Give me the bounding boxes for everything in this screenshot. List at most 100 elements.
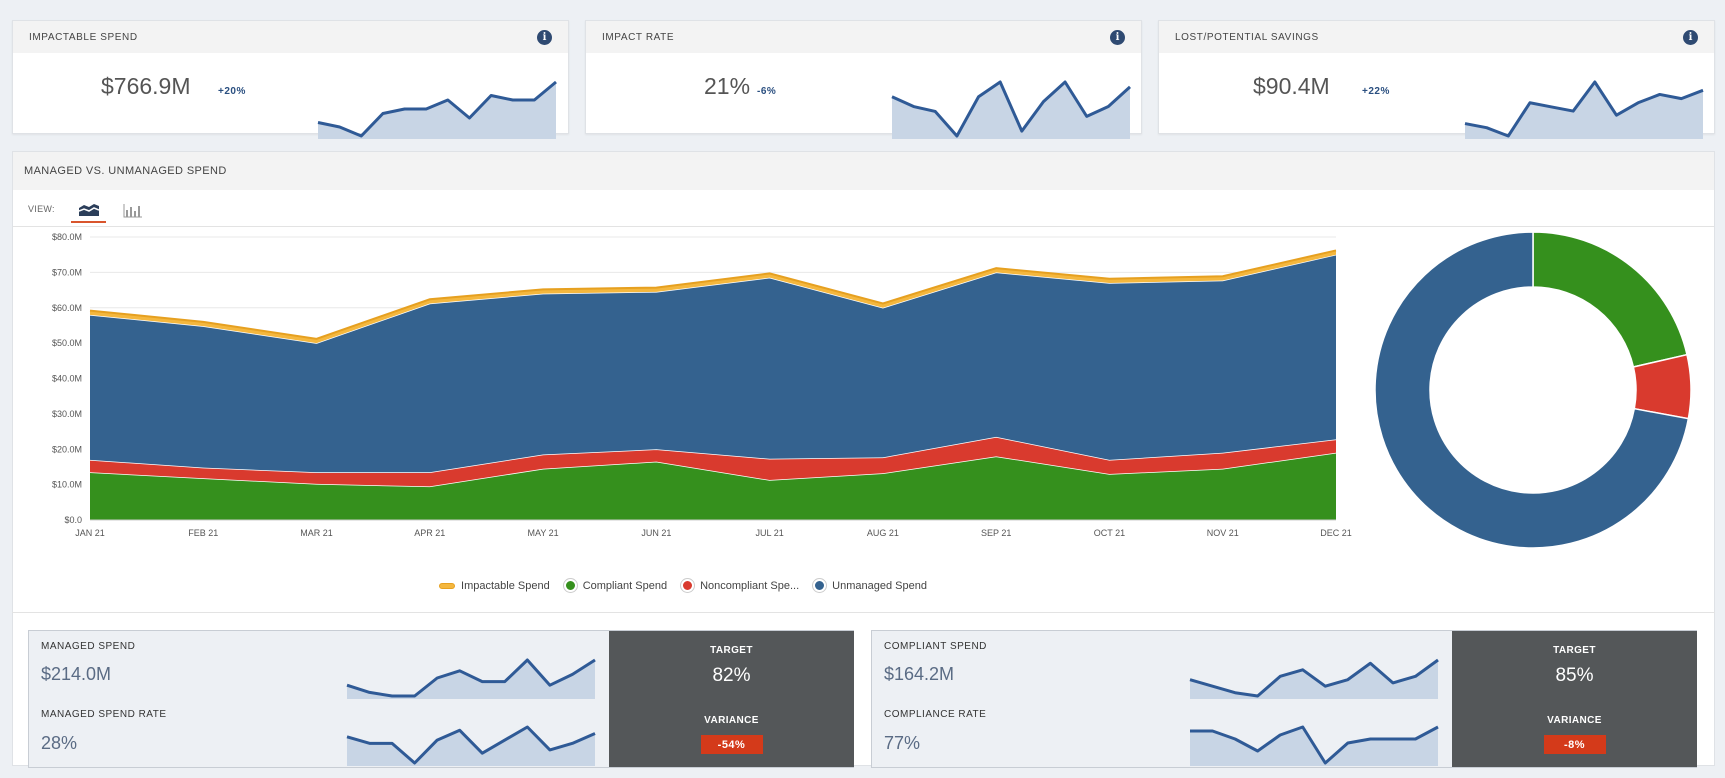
summary-card-managed: MANAGED SPEND $214.0M MANAGED SPEND RATE…	[28, 630, 854, 768]
y-tick-label: $80.0M	[52, 232, 82, 242]
x-tick-label: MAR 21	[300, 528, 333, 538]
y-tick-label: $30.0M	[52, 409, 82, 419]
variance-label: VARIANCE	[704, 715, 759, 726]
kpi-card-impactable-spend: IMPACTABLE SPEND i $766.9M +20%	[12, 20, 569, 139]
summary-label: MANAGED SPEND RATE	[41, 709, 167, 720]
kpi-delta: +20%	[218, 86, 246, 97]
kpi-header: LOST/POTENTIAL SAVINGS i	[1159, 21, 1714, 53]
y-tick-label: $40.0M	[52, 374, 82, 384]
x-tick-label: JAN 21	[75, 528, 105, 538]
donut-slice-noncompliant-spend[interactable]	[1632, 353, 1692, 420]
legend-item-impactable[interactable]: Impactable Spend	[439, 579, 550, 592]
bar-view-button[interactable]	[115, 198, 150, 223]
area-chart-icon	[78, 204, 99, 216]
target-value: 82%	[712, 665, 751, 686]
variance-label: VARIANCE	[1547, 715, 1602, 726]
legend-item-compliant[interactable]: Compliant Spend	[563, 579, 667, 592]
sparkline-line	[317, 80, 557, 138]
x-tick-label: MAY 21	[527, 528, 558, 538]
target-box: TARGET 82% VARIANCE -54%	[609, 631, 854, 767]
area-view-button[interactable]	[71, 198, 106, 223]
panel-divider	[12, 612, 1715, 613]
legend-swatch	[681, 579, 695, 592]
x-tick-label: OCT 21	[1094, 528, 1125, 538]
kpi-value: 21%	[704, 73, 751, 99]
x-tick-label: NOV 21	[1207, 528, 1239, 538]
kpi-sparkline	[317, 80, 557, 139]
summary-card-compliant: COMPLIANT SPEND $164.2M COMPLIANCE RATE …	[871, 630, 1697, 768]
kpi-delta: -6%	[757, 86, 777, 97]
sparkline-fill	[347, 660, 595, 699]
summary-label: COMPLIANT SPEND	[884, 641, 987, 652]
y-tick-label: $70.0M	[52, 267, 82, 277]
sparkline-fill	[892, 82, 1130, 139]
summary-label: MANAGED SPEND	[41, 641, 136, 652]
target-value: 85%	[1555, 665, 1594, 686]
legend-item-noncompliant[interactable]: Noncompliant Spe...	[681, 579, 799, 592]
info-icon[interactable]: i	[1110, 29, 1125, 45]
kpi-card-impact-rate: IMPACT RATE i 21% -6%	[585, 20, 1142, 139]
variance-badge: -8%	[1543, 735, 1606, 754]
y-tick-label: $20.0M	[52, 444, 82, 454]
summary-value: 28%	[41, 733, 78, 753]
summary-sparkline	[346, 725, 596, 766]
kpi-sparkline	[1464, 80, 1704, 139]
x-tick-label: DEC 21	[1320, 528, 1352, 538]
area-unmanaged-spend[interactable]	[90, 254, 1336, 473]
donut-slice-unmanaged-spend[interactable]	[1374, 231, 1690, 549]
kpi-card-lost-potential-savings: LOST/POTENTIAL SAVINGS i $90.4M +22%	[1158, 20, 1715, 139]
summary-value: $214.0M	[41, 664, 112, 684]
legend-label: Impactable Spend	[461, 579, 550, 592]
x-tick-label: SEP 21	[981, 528, 1011, 538]
view-toolbar: VIEW:	[13, 190, 1714, 227]
sparkline-line	[346, 725, 596, 765]
summary-value: 77%	[884, 733, 921, 753]
legend-item-unmanaged[interactable]: Unmanaged Spend	[813, 579, 927, 592]
x-tick-label: APR 21	[414, 528, 445, 538]
info-icon[interactable]: i	[1683, 29, 1698, 45]
sparkline-fill	[318, 82, 556, 139]
summary-sparkline	[1190, 725, 1439, 766]
kpi-header: IMPACTABLE SPEND i	[13, 21, 568, 53]
sparkline-line	[891, 80, 1131, 138]
legend-swatch	[439, 582, 456, 589]
target-label: TARGET	[1553, 645, 1596, 656]
sparkline-line	[1189, 658, 1439, 698]
summary-sparkline	[1189, 658, 1439, 699]
kpi-delta: +22%	[1362, 86, 1390, 97]
summary-value: $164.2M	[884, 664, 955, 684]
kpi-title: IMPACT RATE	[602, 31, 675, 43]
kpi-title: IMPACTABLE SPEND	[29, 31, 138, 43]
variance-badge: -54%	[700, 735, 763, 754]
kpi-sparkline	[891, 80, 1131, 139]
kpi-value: $766.9M	[101, 73, 191, 99]
panel-title: MANAGED VS. UNMANAGED SPEND	[13, 152, 1714, 190]
stacked-area-chart: $0.0 $10.0M $20.0M $30.0M $40.0M $50.0M $60.0M…	[52, 231, 1692, 549]
area-impactable-spend[interactable]	[90, 250, 1336, 344]
kpi-value: $90.4M	[1253, 73, 1330, 99]
y-tick-label: $60.0M	[52, 303, 82, 313]
legend-label: Unmanaged Spend	[832, 579, 927, 592]
legend-swatch	[563, 579, 577, 592]
y-tick-label: $10.0M	[52, 480, 82, 490]
donut-slice-compliant-spend[interactable]	[1532, 231, 1688, 368]
sparkline-fill	[347, 727, 595, 766]
target-label: TARGET	[710, 645, 753, 656]
managed-vs-unmanaged-panel: MANAGED VS. UNMANAGED SPEND VIEW: $0.0 $1…	[12, 151, 1715, 766]
summary-sparkline	[346, 658, 596, 699]
area-noncompliant-spend[interactable]	[90, 436, 1336, 487]
sparkline-line	[346, 658, 596, 698]
x-tick-label: AUG 21	[867, 528, 899, 538]
kpi-title: LOST/POTENTIAL SAVINGS	[1175, 31, 1319, 43]
view-label: VIEW:	[28, 204, 55, 214]
sparkline-fill	[1465, 82, 1703, 139]
info-icon[interactable]: i	[537, 29, 552, 45]
x-tick-label: JUN 21	[641, 528, 671, 538]
y-tick-label: $50.0M	[52, 338, 82, 348]
x-tick-label: FEB 21	[188, 528, 218, 538]
y-tick-label: $0.0	[64, 515, 82, 525]
legend-label: Noncompliant Spe...	[700, 579, 800, 592]
sparkline-line	[1464, 80, 1704, 138]
kpi-header: IMPACT RATE i	[586, 21, 1141, 53]
area-compliant-spend[interactable]	[90, 452, 1336, 520]
